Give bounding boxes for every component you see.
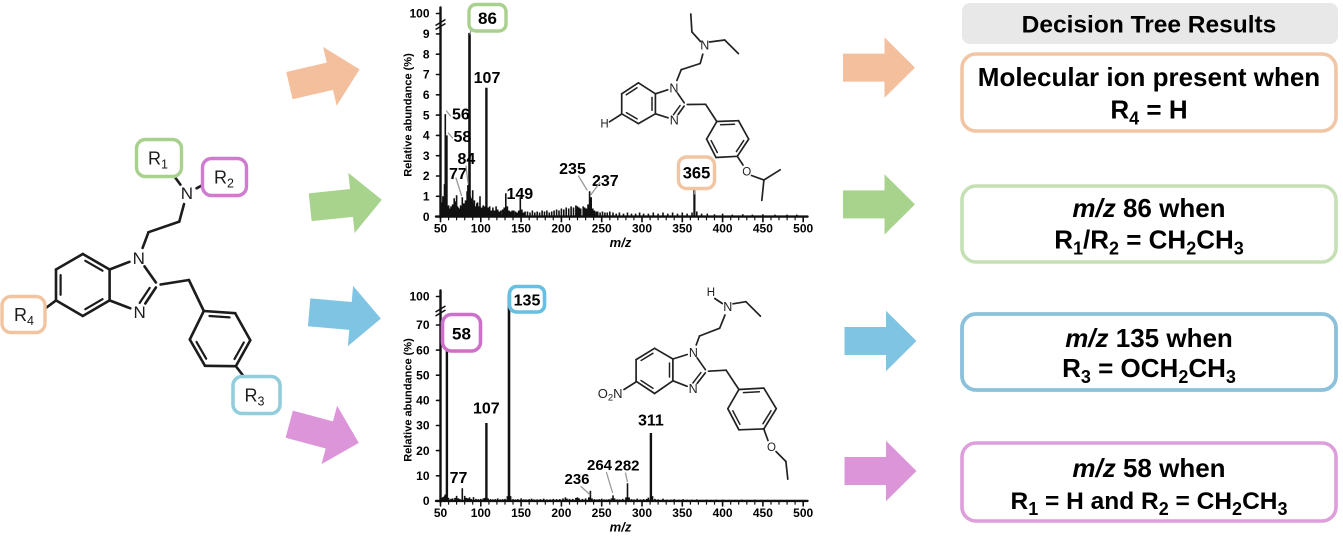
svg-text:100: 100 [471, 506, 491, 520]
svg-text:56: 56 [452, 106, 470, 123]
svg-text:250: 250 [592, 506, 612, 520]
svg-text:3: 3 [423, 149, 430, 163]
svg-text:107: 107 [473, 401, 500, 418]
svg-text:N: N [181, 184, 193, 203]
svg-text:50: 50 [416, 368, 430, 382]
svg-text:R1/R2 = CH2CH3: R1/R2 = CH2CH3 [1054, 225, 1244, 259]
svg-text:30: 30 [416, 419, 430, 433]
svg-text:40: 40 [416, 394, 430, 408]
svg-text:311: 311 [638, 412, 664, 429]
svg-text:500: 500 [793, 506, 813, 520]
svg-text:Molecular ion present when: Molecular ion present when [978, 62, 1320, 92]
svg-text:O: O [767, 442, 776, 454]
svg-text:70: 70 [416, 318, 430, 332]
svg-text:6: 6 [423, 88, 430, 102]
svg-text:450: 450 [753, 222, 773, 236]
svg-text:135: 135 [514, 293, 541, 310]
svg-text:350: 350 [672, 506, 692, 520]
svg-text:m/z 86 when: m/z 86 when [1072, 193, 1225, 223]
svg-text:150: 150 [511, 506, 531, 520]
svg-text:250: 250 [592, 222, 612, 236]
svg-text:Decision Tree Results: Decision Tree Results [1022, 12, 1277, 39]
svg-text:100: 100 [409, 290, 429, 304]
svg-text:20: 20 [416, 444, 430, 458]
svg-text:58: 58 [454, 129, 472, 146]
svg-text:300: 300 [632, 222, 652, 236]
svg-text:400: 400 [713, 506, 733, 520]
svg-text:0: 0 [423, 210, 430, 224]
svg-text:450: 450 [753, 506, 773, 520]
svg-text:N: N [689, 346, 698, 360]
svg-text:84: 84 [458, 151, 476, 168]
svg-text:H: H [707, 287, 715, 299]
svg-text:235: 235 [559, 161, 586, 178]
svg-text:365: 365 [683, 165, 711, 183]
svg-text:400: 400 [713, 222, 733, 236]
svg-text:Relative abundance (%): Relative abundance (%) [403, 53, 415, 177]
svg-text:N: N [670, 113, 679, 127]
svg-text:77: 77 [449, 166, 467, 183]
svg-text:m/z: m/z [610, 519, 632, 534]
svg-text:O: O [742, 167, 751, 179]
svg-text:1: 1 [423, 190, 430, 204]
svg-text:4: 4 [423, 129, 430, 143]
svg-text:N: N [669, 81, 678, 95]
svg-text:264: 264 [587, 457, 613, 474]
svg-text:R1 = H and R2 = CH2CH3: R1 = H and R2 = CH2CH3 [1011, 488, 1288, 519]
svg-text:200: 200 [551, 222, 571, 236]
svg-text:107: 107 [474, 70, 501, 87]
svg-text:50: 50 [434, 222, 448, 236]
svg-text:O2N: O2N [598, 386, 623, 404]
svg-text:236: 236 [564, 471, 589, 488]
svg-text:237: 237 [592, 173, 619, 190]
svg-text:0: 0 [423, 494, 430, 508]
svg-text:R3 = OCH2CH3: R3 = OCH2CH3 [1062, 353, 1236, 387]
svg-text:5: 5 [423, 108, 430, 122]
svg-text:300: 300 [632, 506, 652, 520]
svg-text:8: 8 [423, 47, 430, 61]
svg-text:7: 7 [423, 68, 430, 82]
svg-text:Relative abundance (%): Relative abundance (%) [403, 338, 415, 462]
svg-text:77: 77 [450, 470, 468, 487]
svg-text:N: N [723, 300, 732, 314]
svg-text:100: 100 [471, 222, 491, 236]
svg-text:282: 282 [614, 458, 639, 475]
svg-text:N: N [134, 303, 146, 322]
svg-text:86: 86 [478, 9, 497, 28]
svg-text:m/z 58 when: m/z 58 when [1072, 453, 1225, 483]
svg-text:58: 58 [452, 325, 471, 344]
svg-text:N: N [133, 249, 145, 268]
svg-text:m/z 135 when: m/z 135 when [1065, 323, 1233, 353]
svg-text:9: 9 [423, 27, 430, 41]
svg-text:R4 = H: R4 = H [1110, 95, 1187, 129]
svg-text:500: 500 [793, 222, 813, 236]
svg-text:2: 2 [423, 169, 430, 183]
svg-text:100: 100 [409, 7, 429, 21]
svg-text:N: N [700, 39, 709, 53]
svg-text:350: 350 [672, 222, 692, 236]
svg-text:60: 60 [416, 343, 430, 357]
svg-text:m/z: m/z [610, 235, 632, 250]
svg-text:149: 149 [506, 186, 533, 203]
svg-text:H: H [600, 119, 608, 131]
svg-text:N: N [689, 382, 698, 396]
svg-text:200: 200 [551, 506, 571, 520]
svg-text:50: 50 [434, 506, 448, 520]
svg-text:150: 150 [511, 222, 531, 236]
svg-text:10: 10 [416, 469, 430, 483]
